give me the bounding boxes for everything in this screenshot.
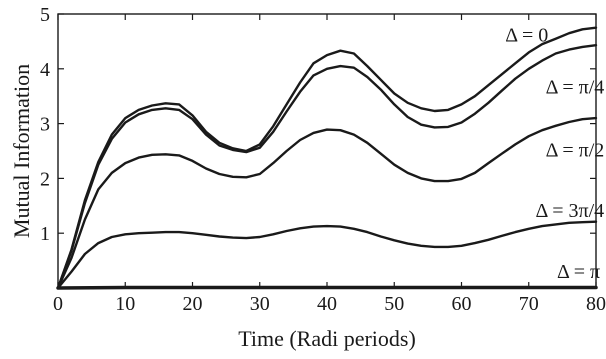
series-annotation-3: Δ = 3π/4: [535, 200, 604, 222]
x-tick-label-7: 70: [519, 293, 539, 315]
y-tick-label-2: 3: [40, 114, 50, 136]
y-tick-label-0: 1: [40, 223, 50, 245]
y-axis-title: Mutual Information: [9, 64, 34, 238]
series-line-2: [56, 116, 598, 290]
x-tick-label-8: 80: [586, 293, 606, 315]
series-line-1: [56, 44, 598, 290]
series-annotation-2: Δ = π/2: [546, 139, 605, 161]
x-tick-label-2: 20: [183, 293, 203, 315]
x-tick-label-0: 0: [53, 293, 63, 315]
series-line-0: [56, 26, 598, 290]
axis-ticks: [57, 13, 597, 288]
tick-labels: 0 10 20 30 40 50 60 70 80 1 2 3 4 5: [40, 4, 606, 315]
series-annotation-4: Δ = π: [557, 261, 600, 283]
x-tick-label-5: 50: [384, 293, 404, 315]
x-tick-label-1: 10: [115, 293, 135, 315]
series-annotation-1: Δ = π/4: [546, 76, 605, 98]
y-tick-label-3: 4: [40, 59, 50, 81]
series-line-3: [56, 220, 598, 290]
series-annotations: Δ = 0 Δ = π/4 Δ = π/2 Δ = 3π/4 Δ = π: [505, 24, 604, 283]
x-tick-label-4: 40: [317, 293, 337, 315]
x-axis-title: Time (Radi periods): [238, 326, 416, 351]
series-lines: [56, 26, 598, 290]
y-tick-label-4: 5: [40, 4, 50, 26]
series-annotation-0: Δ = 0: [505, 24, 548, 46]
x-tick-label-3: 30: [250, 293, 270, 315]
y-tick-label-1: 2: [40, 168, 50, 190]
x-tick-label-6: 60: [452, 293, 472, 315]
